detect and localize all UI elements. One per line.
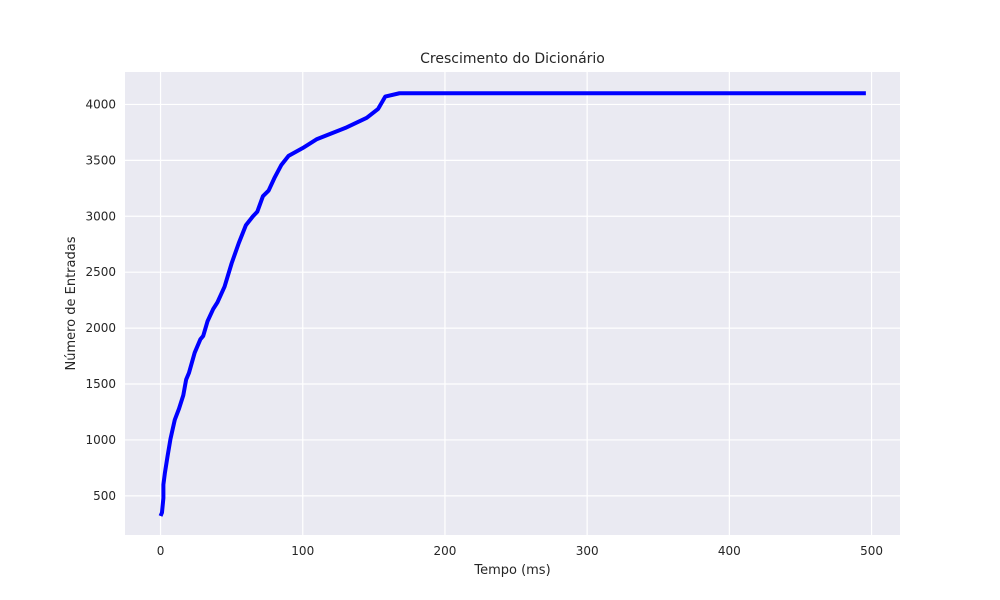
y-tick-label: 3500 — [85, 153, 116, 167]
x-tick-label: 100 — [291, 544, 314, 558]
plot-background — [125, 72, 900, 535]
y-tick-label: 2500 — [85, 265, 116, 279]
y-tick-label: 3000 — [85, 209, 116, 223]
tick-labels: 0 100 200 300 400 500 500 1000 1500 2000 2500 3000 3… — [85, 97, 883, 558]
series-layer — [158, 91, 866, 517]
chart-title: Crescimento do Dicionário — [420, 51, 605, 67]
y-tick-label: 2000 — [85, 321, 116, 335]
x-tick-label: 200 — [434, 544, 457, 558]
y-axis-label: Número de Entradas — [64, 236, 79, 370]
x-tick-label: 400 — [718, 544, 741, 558]
series-line — [158, 91, 866, 517]
y-tick-label: 500 — [93, 489, 116, 503]
x-tick-label: 0 — [157, 544, 165, 558]
y-tick-label: 4000 — [85, 97, 116, 111]
x-axis-label: Tempo (ms) — [473, 563, 550, 578]
x-tick-label: 500 — [860, 544, 883, 558]
y-tick-label: 1500 — [85, 377, 116, 391]
y-tick-label: 1000 — [85, 433, 116, 447]
x-tick-label: 300 — [576, 544, 599, 558]
